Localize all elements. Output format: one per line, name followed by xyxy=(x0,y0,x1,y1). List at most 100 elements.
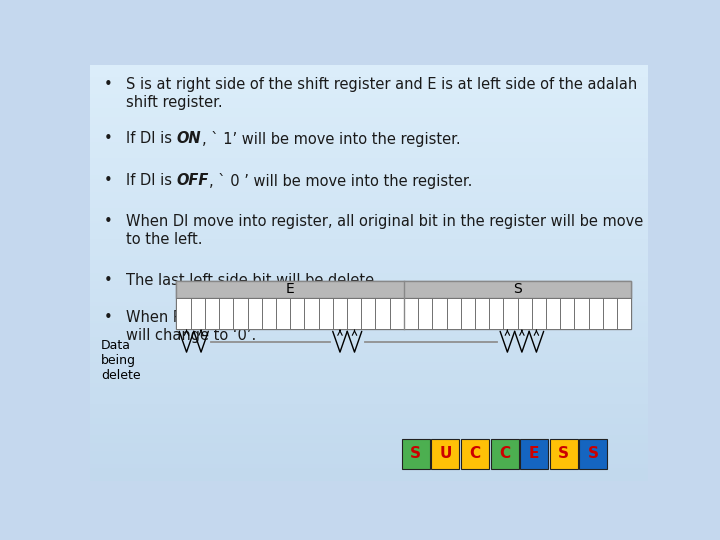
Text: The last left side bit will be delete.: The last left side bit will be delete. xyxy=(126,273,379,288)
Text: •: • xyxy=(104,214,113,230)
Bar xyxy=(90,138,648,140)
Bar xyxy=(90,185,648,187)
Bar xyxy=(90,244,648,246)
Text: , ` 1’ will be move into the register.: , ` 1’ will be move into the register. xyxy=(202,131,460,147)
Bar xyxy=(503,298,518,329)
Bar xyxy=(262,298,276,329)
Bar xyxy=(90,427,648,429)
Bar xyxy=(90,210,648,212)
Bar xyxy=(90,337,648,339)
Bar xyxy=(347,298,361,329)
Bar xyxy=(90,208,648,210)
Bar xyxy=(90,114,648,117)
FancyBboxPatch shape xyxy=(521,440,548,469)
Bar xyxy=(90,314,648,316)
Bar xyxy=(90,241,648,244)
Bar xyxy=(90,69,648,71)
Bar xyxy=(90,92,648,94)
Bar xyxy=(305,298,319,329)
Bar xyxy=(90,474,648,476)
Bar xyxy=(205,298,219,329)
FancyBboxPatch shape xyxy=(461,440,489,469)
Bar xyxy=(90,447,648,449)
Bar xyxy=(90,141,648,144)
Bar xyxy=(90,202,648,204)
Bar xyxy=(90,75,648,77)
Bar xyxy=(90,406,648,408)
Bar xyxy=(90,424,648,427)
Bar xyxy=(90,468,648,470)
Text: If DI is: If DI is xyxy=(126,173,177,188)
Bar xyxy=(90,308,648,310)
Bar xyxy=(90,212,648,214)
Bar xyxy=(233,298,248,329)
Bar xyxy=(90,433,648,435)
Bar xyxy=(361,298,375,329)
Bar xyxy=(90,96,648,98)
Text: C: C xyxy=(469,447,480,462)
Bar xyxy=(90,312,648,314)
Bar xyxy=(90,362,648,364)
Bar xyxy=(90,82,648,84)
Bar xyxy=(90,127,648,129)
Text: S: S xyxy=(588,447,599,462)
Bar xyxy=(90,439,648,441)
Bar xyxy=(90,187,648,190)
Bar xyxy=(90,402,648,404)
Bar xyxy=(90,177,648,179)
Text: If DI is: If DI is xyxy=(126,131,177,146)
Bar xyxy=(191,298,205,329)
Bar xyxy=(90,217,648,219)
Bar xyxy=(90,71,648,73)
Bar xyxy=(90,121,648,123)
Bar xyxy=(90,156,648,158)
Text: S: S xyxy=(558,447,570,462)
Bar xyxy=(418,298,432,329)
Bar xyxy=(90,476,648,478)
Bar xyxy=(518,298,532,329)
Bar xyxy=(90,360,648,362)
Bar xyxy=(90,387,648,389)
Bar xyxy=(90,464,648,466)
Bar xyxy=(90,300,648,302)
Bar xyxy=(90,171,648,173)
Bar xyxy=(90,412,648,414)
Bar xyxy=(90,273,648,275)
Bar xyxy=(90,381,648,383)
Text: •: • xyxy=(104,273,113,288)
Bar xyxy=(90,102,648,104)
Bar xyxy=(90,167,648,168)
Bar xyxy=(90,260,648,262)
Bar xyxy=(90,79,648,82)
Bar xyxy=(90,339,648,341)
Bar xyxy=(90,302,648,304)
Bar xyxy=(90,393,648,395)
Bar xyxy=(90,152,648,154)
Text: Data
being
delete: Data being delete xyxy=(101,339,141,382)
Bar xyxy=(90,329,648,331)
Bar xyxy=(90,466,648,468)
Bar xyxy=(90,352,648,354)
Bar xyxy=(90,200,648,202)
Bar xyxy=(90,129,648,131)
Bar xyxy=(90,373,648,375)
Bar xyxy=(90,150,648,152)
Bar xyxy=(90,420,648,422)
Bar xyxy=(90,358,648,360)
Bar xyxy=(90,441,648,443)
Bar xyxy=(90,154,648,156)
Bar xyxy=(90,437,648,439)
Bar xyxy=(90,87,648,90)
Bar xyxy=(90,327,648,329)
Bar xyxy=(90,322,648,325)
Bar xyxy=(90,160,648,163)
Bar xyxy=(90,198,648,200)
Bar xyxy=(248,298,262,329)
Bar xyxy=(404,298,418,329)
Bar xyxy=(90,295,648,298)
Bar xyxy=(90,192,648,194)
Bar xyxy=(90,225,648,227)
Bar xyxy=(90,319,648,321)
Bar xyxy=(90,348,648,349)
Bar xyxy=(90,256,648,258)
